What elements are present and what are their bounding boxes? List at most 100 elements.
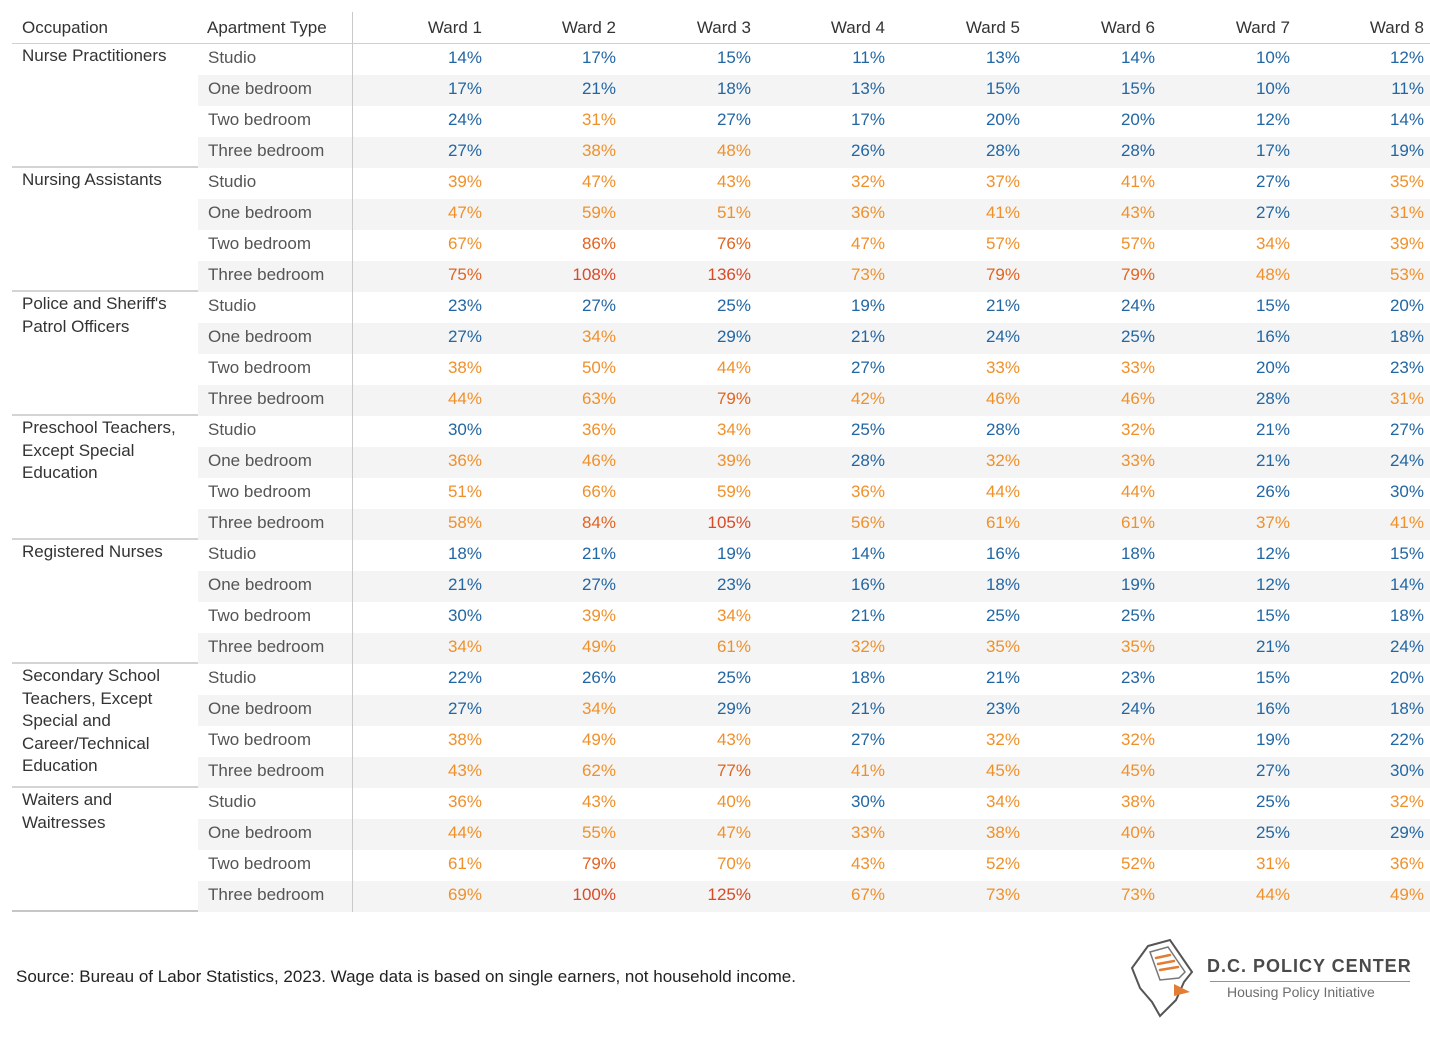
- ward-8-value: 35%: [1389, 172, 1424, 191]
- column-divider: [352, 323, 353, 354]
- ward-8-value: 15%: [1389, 544, 1424, 563]
- ward-5-value: 37%: [985, 172, 1020, 191]
- column-divider: [352, 385, 353, 416]
- ward-4-value: 27%: [850, 358, 885, 377]
- header-apartment-type: Apartment Type: [207, 18, 327, 37]
- ward-5-value: 41%: [985, 203, 1020, 222]
- ward-5-value: 16%: [985, 544, 1020, 563]
- column-divider: [352, 509, 353, 540]
- table-row: Three bedroom 75% 108% 136% 73% 79% 79% 48% 53%: [198, 261, 1430, 292]
- column-divider: [352, 261, 353, 292]
- ward-6-value: 23%: [1120, 668, 1155, 687]
- dc-map-icon: [1130, 938, 1194, 1018]
- ward-8-value: 18%: [1389, 327, 1424, 346]
- ward-6-value: 19%: [1120, 575, 1155, 594]
- ward-1-value: 67%: [447, 234, 482, 253]
- ward-1-value: 39%: [447, 172, 482, 191]
- column-divider: [352, 106, 353, 137]
- ward-7-value: 16%: [1255, 699, 1290, 718]
- ward-7-value: 25%: [1255, 823, 1290, 842]
- column-divider: [352, 571, 353, 602]
- ward-7-value: 31%: [1255, 854, 1290, 873]
- ward-4-value: 21%: [850, 699, 885, 718]
- occupation-label: Nurse Practitioners: [22, 46, 167, 65]
- ward-8-value: 22%: [1389, 730, 1424, 749]
- apartment-type-cell: One bedroom: [208, 327, 312, 346]
- ward-5-value: 73%: [985, 885, 1020, 904]
- header-ward-5: Ward 5: [965, 18, 1020, 37]
- ward-5-value: 32%: [985, 451, 1020, 470]
- ward-3-value: 77%: [716, 761, 751, 780]
- ward-5-value: 28%: [985, 141, 1020, 160]
- column-divider: [352, 354, 353, 385]
- table-row: Two bedroom 38% 50% 44% 27% 33% 33% 20% 23%: [198, 354, 1430, 385]
- column-divider: [352, 447, 353, 478]
- rent-burden-table: Occupation Apartment Type Ward 1 Ward 2 Wa…: [12, 12, 1430, 912]
- ward-2-value: 63%: [581, 389, 616, 408]
- occupation-group: Police and Sheriff's Patrol Officers Stud…: [12, 292, 1430, 416]
- ward-3-value: 15%: [716, 48, 751, 67]
- ward-4-value: 21%: [850, 606, 885, 625]
- ward-6-value: 73%: [1120, 885, 1155, 904]
- ward-3-value: 23%: [716, 575, 751, 594]
- ward-1-value: 47%: [447, 203, 482, 222]
- ward-3-value: 29%: [716, 699, 751, 718]
- ward-6-value: 79%: [1120, 265, 1155, 284]
- column-divider: [352, 695, 353, 726]
- column-divider: [352, 168, 353, 199]
- ward-1-value: 58%: [447, 513, 482, 532]
- ward-7-value: 25%: [1255, 792, 1290, 811]
- header-occupation: Occupation: [22, 18, 108, 37]
- ward-7-value: 15%: [1255, 296, 1290, 315]
- occupation-group: Nurse Practitioners Studio 14% 17% 15% 11% 13%…: [12, 44, 1430, 168]
- ward-2-value: 50%: [581, 358, 616, 377]
- ward-6-value: 15%: [1120, 79, 1155, 98]
- ward-5-value: 24%: [985, 327, 1020, 346]
- ward-5-value: 79%: [985, 265, 1020, 284]
- apartment-type-cell: Studio: [208, 296, 257, 315]
- ward-1-value: 27%: [447, 141, 482, 160]
- ward-2-value: 21%: [581, 79, 616, 98]
- column-divider: [352, 230, 353, 261]
- ward-5-value: 28%: [985, 420, 1020, 439]
- ward-5-value: 34%: [985, 792, 1020, 811]
- ward-5-value: 20%: [985, 110, 1020, 129]
- ward-8-value: 24%: [1389, 451, 1424, 470]
- table-row: One bedroom 27% 34% 29% 21% 23% 24% 16% 18%: [198, 695, 1430, 726]
- apartment-type-cell: Three bedroom: [208, 885, 325, 904]
- ward-4-value: 56%: [850, 513, 885, 532]
- ward-2-value: 47%: [581, 172, 616, 191]
- ward-7-value: 21%: [1255, 451, 1290, 470]
- ward-1-value: 44%: [447, 389, 482, 408]
- header-ward-7: Ward 7: [1235, 18, 1290, 37]
- ward-8-value: 12%: [1389, 48, 1424, 67]
- ward-4-value: 42%: [850, 389, 885, 408]
- apartment-type-cell: Three bedroom: [208, 389, 325, 408]
- apartment-type-cell: Studio: [208, 668, 257, 687]
- table-row: Three bedroom 69% 100% 125% 67% 73% 73% 44% 49%: [198, 881, 1430, 912]
- logo-title: D.C. POLICY CENTER: [1207, 956, 1412, 976]
- ward-8-value: 20%: [1389, 668, 1424, 687]
- ward-3-value: 48%: [716, 141, 751, 160]
- ward-5-value: 32%: [985, 730, 1020, 749]
- ward-1-value: 38%: [447, 730, 482, 749]
- ward-3-value: 43%: [716, 172, 751, 191]
- ward-7-value: 19%: [1255, 730, 1290, 749]
- ward-6-value: 52%: [1120, 854, 1155, 873]
- table-row: Two bedroom 67% 86% 76% 47% 57% 57% 34% 39%: [198, 230, 1430, 261]
- occupation-label: Preschool Teachers, Except Special Educa…: [22, 418, 176, 482]
- ward-3-value: 61%: [716, 637, 751, 656]
- ward-6-value: 33%: [1120, 451, 1155, 470]
- ward-4-value: 33%: [850, 823, 885, 842]
- ward-6-value: 32%: [1120, 420, 1155, 439]
- ward-7-value: 44%: [1255, 885, 1290, 904]
- apartment-type-cell: One bedroom: [208, 699, 312, 718]
- ward-3-value: 51%: [716, 203, 751, 222]
- header-ward-3: Ward 3: [696, 18, 751, 37]
- ward-6-value: 25%: [1120, 606, 1155, 625]
- ward-8-value: 30%: [1389, 761, 1424, 780]
- ward-5-value: 46%: [985, 389, 1020, 408]
- apartment-type-cell: Studio: [208, 48, 257, 67]
- ward-7-value: 20%: [1255, 358, 1290, 377]
- ward-3-value: 79%: [716, 389, 751, 408]
